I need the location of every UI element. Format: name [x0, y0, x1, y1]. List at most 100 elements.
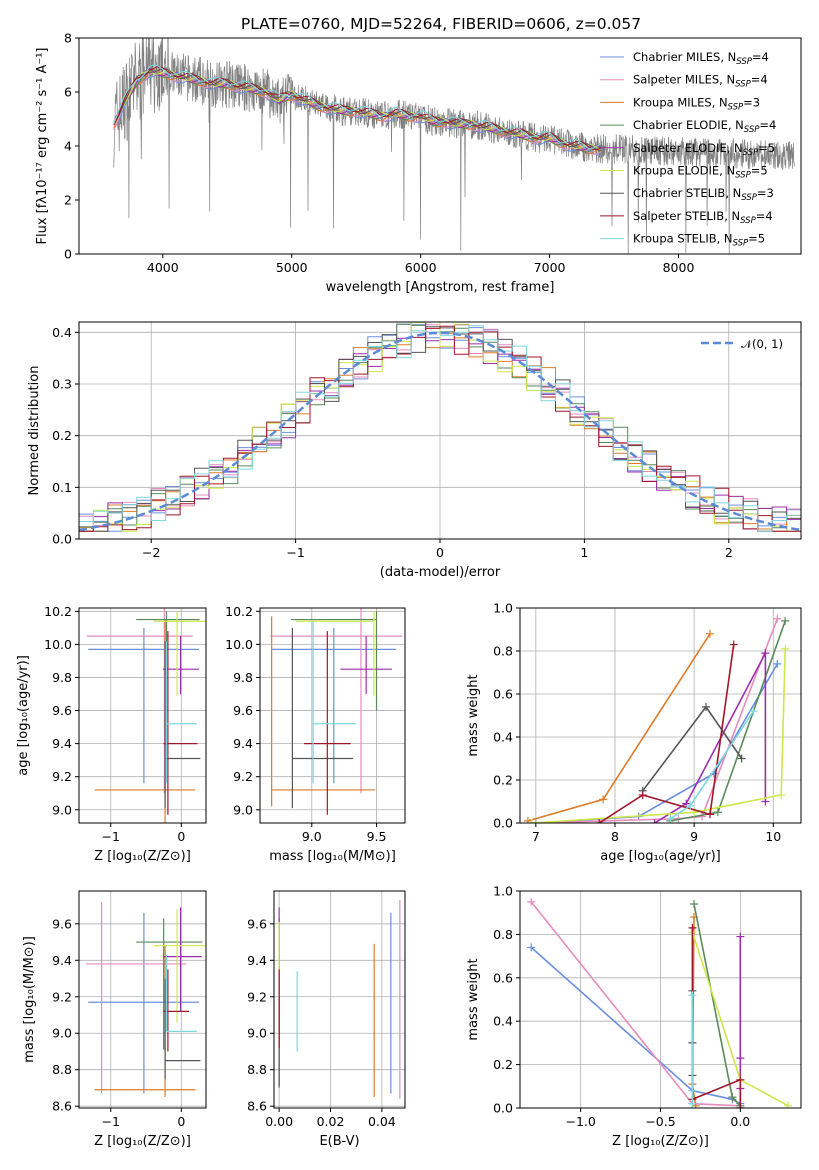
y-tick-label: 0.4 — [493, 730, 513, 745]
plus-marker — [736, 1054, 745, 1063]
plus-marker — [702, 702, 711, 711]
axes-border — [78, 890, 207, 1109]
plot-area — [270, 608, 403, 815]
error-bar-point — [165, 641, 197, 784]
mass-weight-line — [530, 901, 741, 1107]
x-axis-label: Z [log₁₀(Z/Z⊙)] — [612, 1134, 709, 1149]
x-tick-label: 5000 — [276, 260, 308, 275]
error-bar-point — [153, 611, 206, 696]
legend-entry-subscript: SSP — [743, 148, 759, 158]
error-bar-point — [291, 611, 378, 711]
plus-marker — [784, 1101, 793, 1108]
plus-marker — [531, 819, 540, 823]
x-tick-label: 2 — [725, 545, 733, 560]
y-tick-label: 9.0 — [247, 1026, 267, 1041]
x-tick-label: 8000 — [663, 260, 695, 275]
x-axis-label: E(B-V) — [319, 1134, 359, 1149]
y-tick-label: 9.0 — [233, 802, 253, 817]
plus-marker — [713, 808, 722, 817]
legend-entry-count: =5 — [758, 141, 775, 155]
grid-lines — [274, 891, 405, 1108]
y-tick-label: 0.6 — [493, 687, 513, 702]
legend-entry: Chabrier MILES, NSSP=4 — [633, 50, 769, 67]
legend-entry-subscript: SSP — [728, 102, 744, 112]
plus-marker — [688, 991, 697, 1000]
y-tick-label: 9.2 — [52, 989, 72, 1004]
plus-marker — [527, 897, 536, 906]
plot-area — [86, 608, 206, 823]
x-tick-label: 7 — [532, 829, 540, 844]
legend-entry-text: Salpeter STELIB, N — [633, 209, 740, 223]
x-tick-label: 6000 — [405, 260, 437, 275]
legend-entry-subscript: SSP — [733, 239, 749, 249]
legend-entry: Salpeter ELODIE, NSSP=5 — [633, 141, 775, 158]
legend-entry: Salpeter MILES, NSSP=4 — [633, 73, 768, 90]
axes-border — [259, 607, 406, 824]
y-axis-label: age [log₁₀(age/yr)] — [16, 655, 31, 776]
residual-histogram-step — [79, 325, 801, 532]
y-tick-label: 10.2 — [44, 604, 72, 619]
error-bar-point — [340, 636, 393, 694]
legend-entry-text: Chabrier STELIB, N — [633, 186, 741, 200]
legend-entry: Kroupa ELODIE, NSSP=5 — [633, 164, 768, 181]
legend-entry-count: =3 — [743, 95, 760, 109]
error-bar-point — [163, 631, 198, 815]
error-bar-point — [86, 901, 187, 1094]
x-tick-label: 9.0 — [302, 829, 322, 844]
axes-frame: −1 0 8.6 8.8 9.0 9.2 9.4 9.6 Z [log₁₀(Z/Z⊙)] mass… — [22, 890, 207, 1149]
y-tick-label: 0.4 — [52, 325, 72, 340]
error-bar-point — [164, 978, 201, 1079]
y-tick-label: 10.2 — [225, 604, 253, 619]
legend-entry-count: =4 — [759, 118, 776, 132]
y-axis-label: Flux [fλ10⁻¹⁷ erg cm⁻² s⁻¹ A⁻¹] — [35, 48, 50, 245]
y-tick-label: 9.6 — [233, 703, 253, 718]
plus-marker — [599, 795, 608, 804]
x-tick-label: 0 — [177, 1114, 185, 1129]
x-tick-label: 9 — [690, 829, 698, 844]
x-tick-label: −1 — [102, 1114, 120, 1129]
error-bar-point — [162, 907, 202, 1012]
grid-lines — [79, 891, 206, 1108]
plus-marker — [777, 791, 786, 800]
y-tick-label: 0.1 — [52, 480, 72, 495]
y-tick-label: 8 — [64, 31, 72, 46]
plus-marker — [736, 932, 745, 941]
spectrum-panel: 4000 5000 6000 7000 8000 0 2 4 6 8 wavelength [Ang… — [35, 31, 802, 295]
age-vs-metallicity-panel: −1 0 9.0 9.2 9.4 9.6 9.8 10.0 10.2 Z [log₁₀(Z/Z⊙)… — [16, 604, 207, 864]
legend-entry-count: =4 — [751, 73, 768, 87]
y-tick-label: 9.4 — [52, 953, 72, 968]
plus-marker — [686, 801, 695, 810]
y-tick-label: 0.0 — [493, 1101, 513, 1116]
x-tick-label: 0.00 — [265, 1114, 293, 1129]
y-tick-label: 8.6 — [247, 1099, 267, 1114]
plus-marker — [737, 754, 746, 763]
legend-entry: Chabrier ELODIE, NSSP=4 — [633, 118, 776, 135]
grid-lines — [520, 890, 801, 1109]
y-tick-label: 2 — [64, 193, 72, 208]
y-tick-label: 1.0 — [493, 601, 513, 616]
plot-area — [527, 897, 793, 1108]
x-axis-label: Z [log₁₀(Z/Z⊙)] — [94, 1134, 191, 1149]
legend-entry-subscript: SSP — [735, 80, 751, 90]
y-tick-label: 9.4 — [247, 953, 267, 968]
axes-border — [519, 607, 802, 824]
residual-histogram-step — [79, 326, 801, 532]
grid-lines — [79, 608, 206, 823]
residuals-panel: −2 −1 0 1 2 0.0 0.1 0.2 0.3 0.4 (data-model)/error… — [27, 321, 802, 580]
legend: Chabrier MILES, NSSP=4 Salpeter MILES, NS… — [600, 50, 776, 249]
plus-marker — [650, 819, 659, 823]
plus-marker — [781, 644, 790, 653]
observed-spectrum-line — [113, 38, 795, 254]
y-tick-label: 9.2 — [247, 989, 267, 1004]
error-bar-point — [304, 631, 351, 815]
plus-marker — [781, 616, 790, 625]
x-tick-label: 10 — [765, 829, 781, 844]
y-tick-label: 6 — [64, 85, 72, 100]
mass-weight-line — [598, 644, 735, 823]
y-tick-label: 0.0 — [493, 816, 513, 831]
error-bar-point — [271, 627, 396, 784]
error-bar-point — [88, 912, 199, 1094]
x-axis-label: (data-model)/error — [380, 565, 501, 580]
y-tick-label: 9.6 — [52, 916, 72, 931]
error-bar-point — [162, 636, 199, 694]
